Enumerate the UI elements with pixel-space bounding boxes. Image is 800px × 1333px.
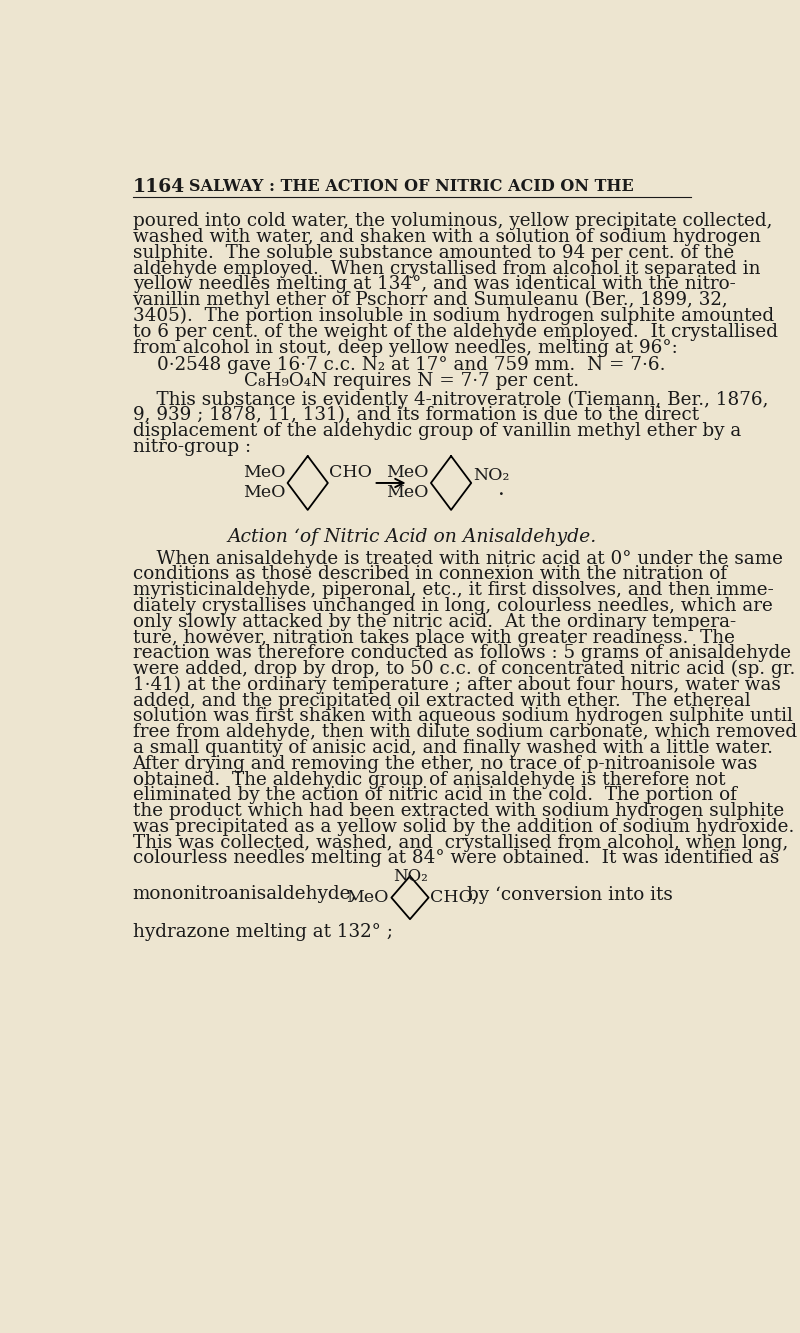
- Text: by ‘conversion into its: by ‘conversion into its: [467, 885, 674, 904]
- Text: 1164: 1164: [133, 179, 185, 196]
- Text: 0·2548 gave 16·7 c.c. N₂ at 17° and 759 mm.  N = 7·6.: 0·2548 gave 16·7 c.c. N₂ at 17° and 759 …: [158, 356, 666, 375]
- Text: only slowly attacked by the nitric acid.  At the ordinary tempera-: only slowly attacked by the nitric acid.…: [133, 613, 736, 631]
- Text: Action ‘of Nitric Acid on Anisaldehyde.: Action ‘of Nitric Acid on Anisaldehyde.: [227, 528, 596, 545]
- Text: MeO: MeO: [386, 484, 429, 501]
- Text: 1·41) at the ordinary temperature ; after about four hours, water was: 1·41) at the ordinary temperature ; afte…: [133, 676, 781, 694]
- Text: sulphite.  The soluble substance amounted to 94 per cent. of the: sulphite. The soluble substance amounted…: [133, 244, 734, 261]
- Text: C₈H₉O₄N requires N = 7·7 per cent.: C₈H₉O₄N requires N = 7·7 per cent.: [244, 372, 579, 389]
- Text: displacement of the aldehydic group of vanillin methyl ether by a: displacement of the aldehydic group of v…: [133, 423, 741, 440]
- Text: CHO,: CHO,: [430, 889, 478, 906]
- Text: vanillin methyl ether of Pschorr and Sumuleanu (Ber., 1899, 32,: vanillin methyl ether of Pschorr and Sum…: [133, 291, 728, 309]
- Text: solution was first shaken with aqueous sodium hydrogen sulphite until: solution was first shaken with aqueous s…: [133, 708, 793, 725]
- Text: CHO: CHO: [330, 464, 372, 481]
- Text: diately crystallises unchanged in long, colourless needles, which are: diately crystallises unchanged in long, …: [133, 597, 773, 615]
- Text: After drying and removing the ether, no trace of p-nitroanisole was: After drying and removing the ether, no …: [133, 754, 758, 773]
- Text: 9, 939 ; 1878, 11, 131), and its formation is due to the direct: 9, 939 ; 1878, 11, 131), and its formati…: [133, 407, 698, 424]
- Text: NO₂: NO₂: [473, 467, 509, 484]
- Text: .: .: [498, 480, 505, 499]
- Text: a small quantity of anisic acid, and finally washed with a little water.: a small quantity of anisic acid, and fin…: [133, 738, 773, 757]
- Text: When anisaldehyde is treated with nitric acid at 0° under the same: When anisaldehyde is treated with nitric…: [133, 549, 782, 568]
- Text: from alcohol in stout, deep yellow needles, melting at 96°:: from alcohol in stout, deep yellow needl…: [133, 339, 678, 357]
- Text: aldehyde employed.  When crystallised from alcohol it separated in: aldehyde employed. When crystallised fro…: [133, 260, 760, 277]
- Text: washed with water, and shaken with a solution of sodium hydrogen: washed with water, and shaken with a sol…: [133, 228, 761, 247]
- Text: 3405).  The portion insoluble in sodium hydrogen sulphite amounted: 3405). The portion insoluble in sodium h…: [133, 307, 774, 325]
- Text: reaction was therefore conducted as follows : 5 grams of anisaldehyde: reaction was therefore conducted as foll…: [133, 644, 790, 663]
- Text: were added, drop by drop, to 50 c.c. of concentrated nitric acid (sp. gr.: were added, drop by drop, to 50 c.c. of …: [133, 660, 795, 678]
- Text: yellow needles melting at 134°, and was identical with the nitro-: yellow needles melting at 134°, and was …: [133, 276, 735, 293]
- Text: colourless needles melting at 84° were obtained.  It was identified as: colourless needles melting at 84° were o…: [133, 849, 779, 868]
- Text: added, and the precipitated oil extracted with ether.  The ethereal: added, and the precipitated oil extracte…: [133, 692, 750, 709]
- Text: MeO: MeO: [242, 484, 286, 501]
- Text: free from aldehyde, then with dilute sodium carbonate, which removed: free from aldehyde, then with dilute sod…: [133, 724, 797, 741]
- Text: eliminated by the action of nitric acid in the cold.  The portion of: eliminated by the action of nitric acid …: [133, 786, 737, 804]
- Text: was precipitated as a yellow solid by the addition of sodium hydroxide.: was precipitated as a yellow solid by th…: [133, 818, 794, 836]
- Text: hydrazone melting at 132° ;: hydrazone melting at 132° ;: [133, 922, 393, 941]
- Text: This was collected, washed, and  crystallised from alcohol, when long,: This was collected, washed, and crystall…: [133, 833, 788, 852]
- Text: This substance is evidently 4-nitroveratrole (Tiemann, Ber., 1876,: This substance is evidently 4-nitroverat…: [133, 391, 768, 409]
- Text: obtained.  The aldehydic group of anisaldehyde is therefore not: obtained. The aldehydic group of anisald…: [133, 770, 725, 789]
- Text: MeO: MeO: [242, 464, 286, 481]
- Text: myristicinaldehyde, piperonal, etc., it first dissolves, and then imme-: myristicinaldehyde, piperonal, etc., it …: [133, 581, 774, 599]
- Text: MeO: MeO: [386, 464, 429, 481]
- Text: MeO: MeO: [346, 889, 389, 906]
- Text: the product which had been extracted with sodium hydrogen sulphite: the product which had been extracted wit…: [133, 802, 784, 820]
- Text: ture, however, nitration takes place with greater readiness.  The: ture, however, nitration takes place wit…: [133, 628, 734, 647]
- Text: poured into cold water, the voluminous, yellow precipitate collected,: poured into cold water, the voluminous, …: [133, 212, 772, 231]
- Text: NO₂: NO₂: [393, 868, 427, 885]
- Text: nitro-group :: nitro-group :: [133, 439, 250, 456]
- Text: to 6 per cent. of the weight of the aldehyde employed.  It crystallised: to 6 per cent. of the weight of the alde…: [133, 323, 778, 341]
- Text: conditions as those described in connexion with the nitration of: conditions as those described in connexi…: [133, 565, 726, 584]
- Text: SALWAY : THE ACTION OF NITRIC ACID ON THE: SALWAY : THE ACTION OF NITRIC ACID ON TH…: [189, 179, 634, 196]
- Text: mononitroanisaldehyde,: mononitroanisaldehyde,: [133, 885, 357, 902]
